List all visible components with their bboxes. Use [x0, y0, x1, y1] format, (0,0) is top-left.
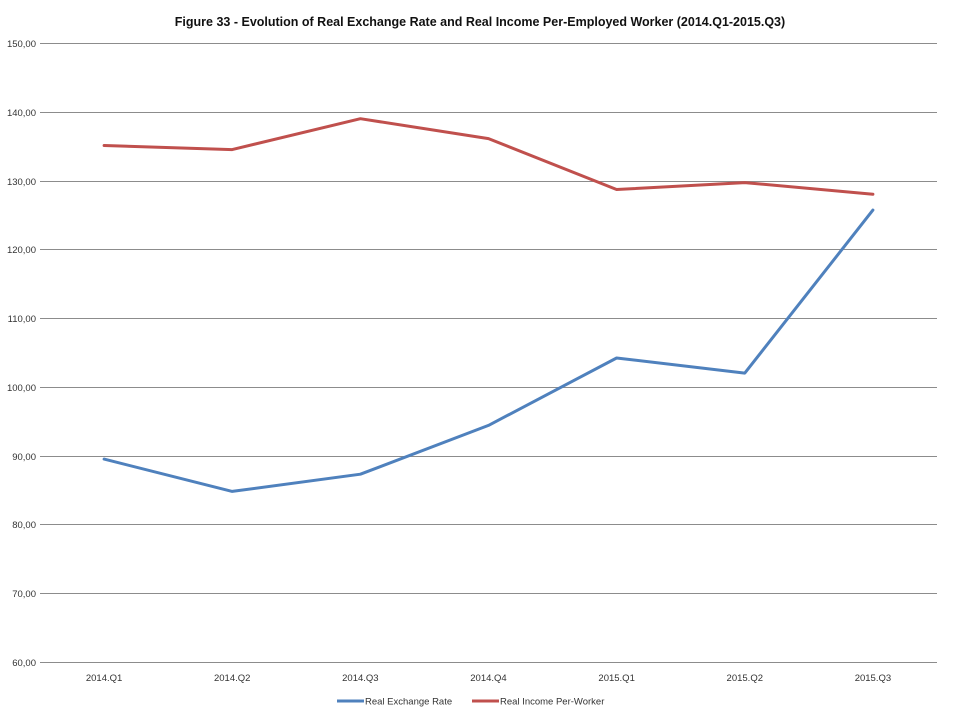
y-tick-label: 130,00	[7, 177, 36, 188]
x-tick-label: 2014.Q4	[470, 673, 506, 684]
x-tick-label: 2015.Q2	[727, 673, 763, 684]
x-tick-label: 2015.Q3	[855, 673, 891, 684]
x-tick-label: 2014.Q3	[342, 673, 378, 684]
y-tick-label: 60,00	[12, 658, 36, 669]
y-tick-label: 120,00	[7, 245, 36, 256]
series-line-1	[102, 208, 875, 493]
y-axis-ticks: 60,00 70,00 80,00 90,00 100,00 110,00 120,00 13…	[7, 39, 36, 669]
y-tick-label: 80,00	[12, 520, 36, 531]
chart-title: Figure 33 - Evolution of Real Exchange R…	[175, 15, 785, 29]
y-tick-label: 110,00	[8, 314, 36, 325]
x-tick-label: 2015.Q1	[598, 673, 634, 684]
legend-label: Real Income Per-Worker	[500, 697, 604, 708]
y-tick-label: 100,00	[7, 383, 36, 394]
series-line-2	[102, 117, 875, 196]
series-lines	[102, 117, 875, 493]
gridlines	[40, 43, 937, 663]
y-tick-label: 90,00	[12, 452, 36, 463]
x-tick-label: 2014.Q2	[214, 673, 250, 684]
x-axis-ticks: 2014.Q1 2014.Q2 2014.Q3 2014.Q4 2015.Q1 2015.…	[86, 673, 891, 684]
y-tick-label: 70,00	[12, 589, 36, 600]
y-tick-label: 140,00	[7, 108, 36, 119]
y-tick-label: 150,00	[7, 39, 36, 50]
legend: Real Exchange Rate Real Income Per-Worker	[337, 697, 604, 708]
legend-label: Real Exchange Rate	[365, 697, 452, 708]
x-tick-label: 2014.Q1	[86, 673, 122, 684]
